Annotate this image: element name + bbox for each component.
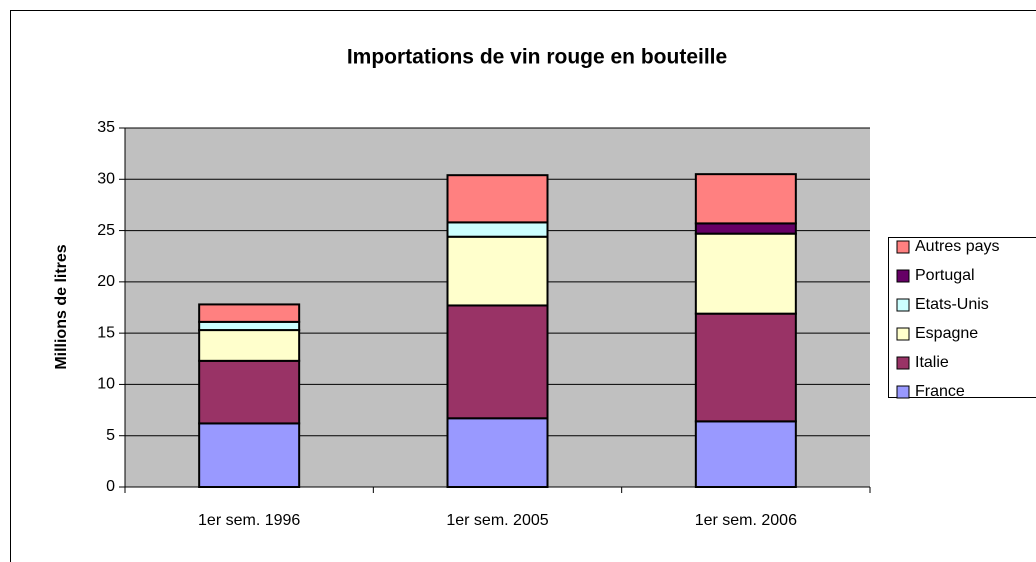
bar-segment (198, 303, 301, 323)
legend-label: Italie (915, 354, 949, 371)
legend-swatch (896, 327, 910, 341)
y-tick-label: 0 (106, 478, 115, 495)
bar-segment (446, 221, 549, 238)
bar-segment (446, 235, 549, 307)
bar-segment (198, 422, 301, 488)
bar-segment (446, 417, 549, 488)
bar-segment (694, 232, 797, 315)
y-tick-label: 20 (97, 273, 115, 290)
x-tick-label: 1er sem. 2006 (695, 512, 797, 529)
bar-segment (446, 304, 549, 420)
legend-swatch (896, 298, 910, 312)
chart-title: Importations de vin rouge en bouteille (347, 46, 727, 69)
y-tick-label: 35 (97, 119, 115, 136)
bar-segment (198, 359, 301, 425)
y-tick-label: 15 (97, 324, 115, 341)
legend-label: Portugal (915, 267, 975, 284)
legend-swatch (896, 356, 910, 370)
legend-swatch (896, 269, 910, 283)
bar-segment (198, 329, 301, 362)
bar-segment (694, 420, 797, 488)
bar-segment (694, 312, 797, 423)
legend-label: France (915, 383, 965, 400)
legend-label: Espagne (915, 325, 978, 342)
y-axis-label: Millions de litres (53, 244, 70, 369)
bar-segment (446, 174, 549, 224)
legend-swatch (896, 385, 910, 399)
y-tick-label: 30 (97, 171, 115, 188)
legend-label: Etats-Unis (915, 296, 989, 313)
legend-label: Autres pays (915, 238, 999, 255)
bar-segment (198, 320, 301, 332)
bar-segment (694, 173, 797, 225)
legend-box (888, 237, 1036, 398)
y-tick-label: 25 (97, 222, 115, 239)
y-tick-label: 10 (97, 376, 115, 393)
x-tick-label: 1er sem. 2005 (446, 512, 548, 529)
bar-segment (694, 222, 797, 235)
y-tick-label: 5 (106, 427, 115, 444)
legend-swatch (896, 240, 910, 254)
x-tick-label: 1er sem. 1996 (198, 512, 300, 529)
